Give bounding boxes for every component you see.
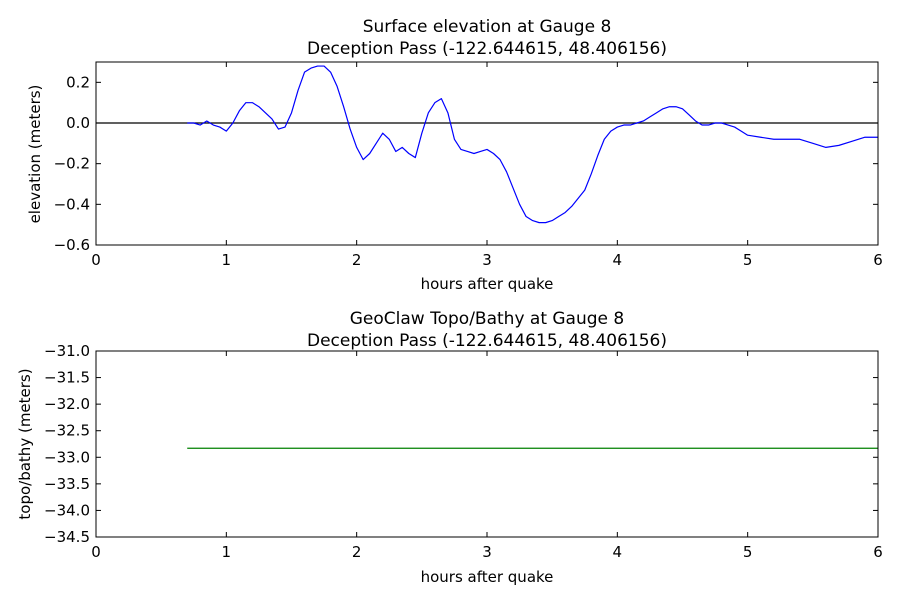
elevation-ytick-label: 0.2 bbox=[66, 73, 90, 91]
elevation-ytick-label: −0.2 bbox=[54, 155, 90, 173]
topo-axes-frame bbox=[95, 350, 879, 538]
topo-ytick-label: −31.0 bbox=[44, 342, 90, 360]
elevation-plot-area: 0 1 2 3 4 5 6 −0.6 −0.4 −0.2 0.0 0.2 bbox=[54, 61, 883, 269]
topo-xtick-label: 2 bbox=[352, 543, 362, 561]
elevation-chart-title-line2: Deception Pass (-122.644615, 48.406156) bbox=[307, 39, 667, 59]
topo-ytick-label: −33.5 bbox=[44, 475, 90, 493]
topo-bathy-chart: GeoClaw Topo/Bathy at Gauge 8 Deception … bbox=[16, 309, 883, 586]
topo-xtick-label: 4 bbox=[613, 543, 623, 561]
topo-ytick-label: −34.5 bbox=[44, 528, 90, 546]
topo-xtick-label: 5 bbox=[743, 543, 753, 561]
elevation-chart-ylabel: elevation (meters) bbox=[26, 85, 44, 224]
elevation-ytick-label: −0.4 bbox=[54, 195, 90, 213]
topo-chart-xlabel: hours after quake bbox=[421, 568, 554, 586]
topo-chart-ylabel: topo/bathy (meters) bbox=[16, 368, 34, 519]
elevation-xtick-label: 5 bbox=[743, 251, 753, 269]
topo-xtick-label: 0 bbox=[91, 543, 101, 561]
topo-ytick-label: −31.5 bbox=[44, 369, 90, 387]
elevation-chart-xlabel: hours after quake bbox=[421, 275, 554, 293]
elevation-series-line bbox=[187, 65, 878, 224]
elevation-xtick-label: 3 bbox=[482, 251, 492, 269]
topo-ytick-label: −34.0 bbox=[44, 501, 90, 519]
topo-ytick-label: −32.0 bbox=[44, 395, 90, 413]
topo-xtick-label: 3 bbox=[482, 543, 492, 561]
topo-chart-title-line1: GeoClaw Topo/Bathy at Gauge 8 bbox=[350, 309, 624, 329]
elevation-ytick-label: −0.6 bbox=[54, 236, 90, 254]
topo-xtick-label: 1 bbox=[222, 543, 232, 561]
topo-plot-area: 0 1 2 3 4 5 6 −34.5 −34.0 −33.5 −33.0 −32.5 −32.0 −31… bbox=[44, 342, 883, 561]
elevation-xtick-label: 6 bbox=[873, 251, 883, 269]
topo-ytick-label: −32.5 bbox=[44, 422, 90, 440]
elevation-xtick-label: 2 bbox=[352, 251, 362, 269]
elevation-axes-frame bbox=[95, 61, 879, 246]
elevation-xtick-label: 4 bbox=[613, 251, 623, 269]
elevation-chart: Surface elevation at Gauge 8 Deception P… bbox=[26, 17, 883, 293]
elevation-xtick-label: 0 bbox=[91, 251, 101, 269]
elevation-ytick-label: 0.0 bbox=[66, 114, 90, 132]
topo-chart-title-line2: Deception Pass (-122.644615, 48.406156) bbox=[307, 331, 667, 351]
topo-xtick-label: 6 bbox=[873, 543, 883, 561]
elevation-chart-title-line1: Surface elevation at Gauge 8 bbox=[363, 17, 612, 37]
topo-ytick-label: −33.0 bbox=[44, 448, 90, 466]
elevation-xtick-label: 1 bbox=[222, 251, 232, 269]
